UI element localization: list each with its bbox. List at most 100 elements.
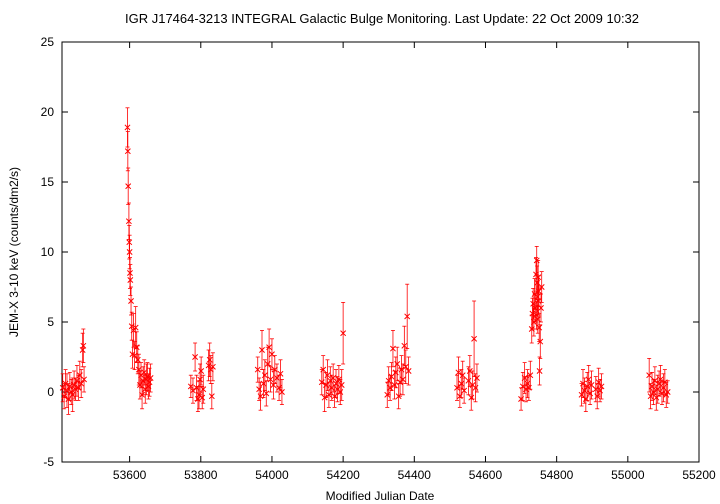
data-point: [190, 377, 196, 404]
point-marker: [271, 366, 278, 373]
data-point: [536, 313, 543, 343]
data-point: [127, 264, 134, 296]
point-marker: [194, 396, 201, 402]
point-marker: [340, 330, 347, 337]
data-point: [390, 329, 396, 368]
point-marker: [206, 356, 213, 363]
x-axis-label: Modified Julian Date: [326, 489, 435, 503]
y-tick-label: 15: [41, 175, 55, 189]
x-tick-label: 54800: [540, 468, 574, 482]
data-point: [198, 356, 205, 386]
data-point: [404, 283, 411, 350]
point-marker: [536, 368, 543, 374]
data-point: [277, 359, 284, 389]
point-marker: [401, 342, 408, 349]
data-point: [527, 360, 534, 390]
point-marker: [146, 379, 153, 386]
data-point: [80, 328, 87, 364]
data-point: [330, 363, 337, 393]
point-marker: [535, 288, 542, 295]
point-marker: [147, 375, 154, 381]
data-point: [461, 377, 468, 404]
data-point: [128, 286, 134, 316]
point-marker: [646, 372, 653, 379]
point-marker: [141, 369, 148, 376]
point-marker: [402, 363, 409, 370]
point-marker: [538, 284, 545, 290]
data-point: [187, 374, 194, 399]
x-tick-label: 53600: [113, 468, 147, 482]
data-point: [141, 359, 148, 386]
point-marker: [134, 356, 141, 363]
x-tick-label: 55000: [611, 468, 645, 482]
data-point: [145, 373, 152, 400]
data-point: [394, 346, 401, 382]
point-marker: [338, 382, 345, 388]
data-point: [133, 331, 140, 364]
data-point: [208, 383, 215, 410]
point-marker: [198, 368, 205, 374]
point-marker: [266, 344, 273, 351]
point-marker: [145, 383, 152, 390]
point-marker: [538, 305, 544, 311]
point-marker: [657, 376, 664, 383]
point-marker: [664, 389, 671, 395]
data-point: [146, 367, 153, 397]
y-tick-label: 0: [47, 385, 54, 399]
point-marker: [324, 372, 331, 379]
data-point: [197, 363, 204, 396]
point-marker: [536, 324, 543, 331]
point-marker: [136, 382, 143, 388]
point-marker: [394, 361, 401, 367]
point-marker: [537, 338, 544, 345]
data-point: [524, 369, 531, 399]
point-marker: [81, 376, 88, 383]
data-point: [535, 275, 542, 308]
data-point: [125, 167, 132, 205]
data-point: [405, 356, 412, 386]
point-marker: [598, 383, 605, 390]
data-point: [78, 369, 85, 399]
data-points: [59, 107, 671, 415]
data-point: [192, 342, 199, 372]
y-tick-label: 20: [41, 105, 55, 119]
data-point: [259, 329, 265, 371]
y-axis-label: JEM-X 3-10 keV (counts/dm2/s): [7, 167, 21, 337]
data-point: [537, 324, 544, 359]
data-point: [206, 342, 213, 378]
point-marker: [261, 372, 268, 379]
point-marker: [527, 372, 534, 379]
data-point: [81, 366, 88, 393]
point-marker: [320, 366, 327, 373]
x-tick-label: 54200: [326, 468, 360, 482]
data-point: [271, 355, 278, 385]
data-point: [338, 369, 345, 401]
data-point: [124, 131, 131, 172]
point-marker: [278, 389, 285, 395]
point-marker: [144, 373, 151, 380]
point-marker: [192, 354, 199, 360]
point-marker: [128, 298, 134, 304]
point-marker: [208, 393, 215, 400]
point-marker: [263, 390, 270, 397]
data-point: [209, 352, 216, 382]
data-point: [664, 380, 671, 404]
data-point: [79, 332, 86, 368]
point-marker: [461, 387, 468, 394]
data-point: [340, 301, 347, 365]
point-marker: [277, 370, 284, 377]
point-marker: [405, 368, 412, 374]
data-point: [536, 356, 543, 386]
chart-title: IGR J17464-3213 INTEGRAL Galactic Bulge …: [125, 11, 639, 26]
data-point: [194, 385, 201, 413]
x-tick-label: 54400: [398, 468, 432, 482]
point-marker: [125, 183, 132, 190]
data-point: [273, 363, 280, 393]
data-point: [267, 366, 274, 393]
point-marker: [127, 277, 134, 283]
x-tick-label: 54600: [469, 468, 503, 482]
x-tick-label: 55200: [682, 468, 716, 482]
x-axis: 53600 53800 54000 54200 54400 54600 54800 55000…: [113, 42, 716, 482]
data-point: [657, 364, 664, 394]
